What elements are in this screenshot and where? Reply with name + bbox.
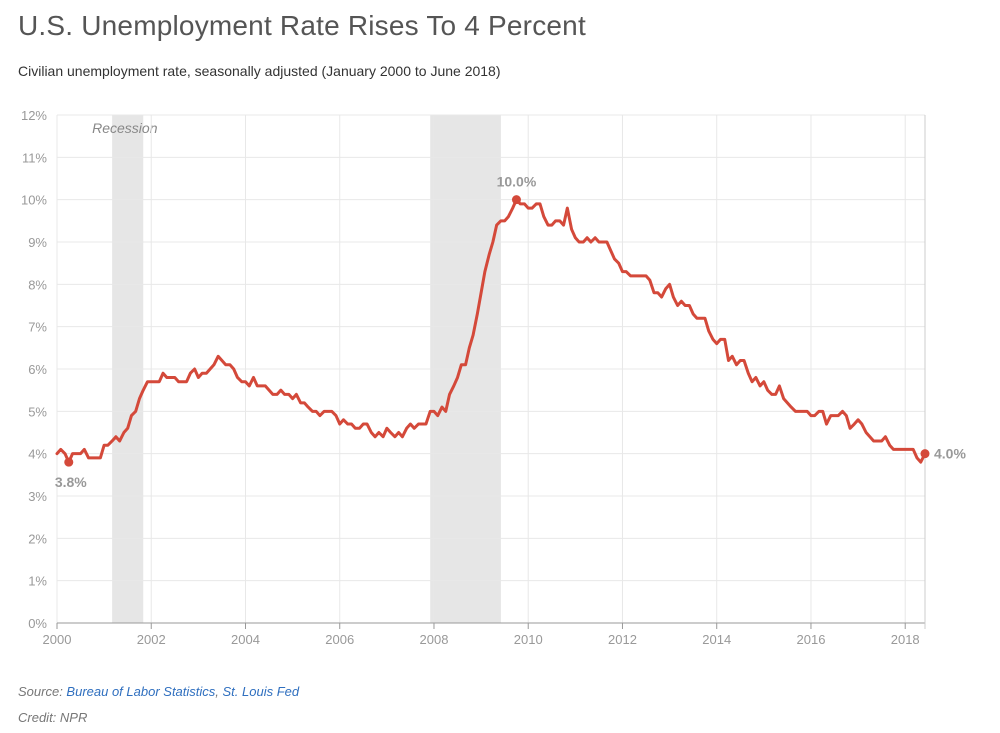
y-tick-label: 2% [28, 531, 47, 546]
credit-note: Credit: NPR [18, 710, 88, 725]
y-tick-label: 4% [28, 447, 47, 462]
series-layer [55, 198, 927, 464]
x-tick-label: 2006 [325, 632, 354, 647]
y-tick-label: 6% [28, 362, 47, 377]
chart-subtitle: Civilian unemployment rate, seasonally a… [18, 63, 501, 79]
y-tick-label: 5% [28, 404, 47, 419]
y-tick-label: 8% [28, 277, 47, 292]
source-note: Source: Bureau of Labor Statistics, St. … [18, 684, 299, 699]
y-tick-label: 1% [28, 574, 47, 589]
annotation-label: 3.8% [55, 474, 87, 490]
x-tick-label: 2018 [891, 632, 920, 647]
annotations: 3.8% 10.0% 4.0% [55, 174, 967, 490]
source-link-fred[interactable]: St. Louis Fed [222, 684, 300, 699]
y-tick-label: 7% [28, 320, 47, 335]
annotation-label: 10.0% [497, 174, 537, 190]
unemployment-line-chart: Recession 0% 1% 2% 3% 4% 5% 6% 7% 8% 9% 10% 11% 12% 2… [21, 108, 967, 647]
y-tick-label: 0% [28, 616, 47, 631]
x-tick-label: 2012 [608, 632, 637, 647]
annotation-point [64, 457, 74, 467]
recession-label: Recession [92, 120, 158, 136]
x-tick-label: 2000 [43, 632, 72, 647]
y-tick-label: 11% [22, 150, 47, 165]
source-separator: , [215, 684, 223, 699]
annotation-point [920, 449, 930, 459]
annotation-point [511, 195, 521, 205]
chart-title: U.S. Unemployment Rate Rises To 4 Percen… [18, 10, 586, 41]
annotation-label: 4.0% [934, 446, 966, 462]
x-tick-label: 2010 [514, 632, 543, 647]
unemployment-rate-line [55, 198, 927, 464]
y-tick-label: 3% [28, 489, 47, 504]
axes: 0% 1% 2% 3% 4% 5% 6% 7% 8% 9% 10% 11% 12% 2000 2002 200… [21, 108, 926, 647]
x-tick-label: 2002 [137, 632, 166, 647]
x-tick-label: 2008 [420, 632, 449, 647]
x-tick-label: 2004 [231, 632, 260, 647]
source-prefix: Source: [18, 684, 67, 699]
y-tick-label: 10% [21, 193, 47, 208]
y-tick-label: 9% [28, 235, 47, 250]
source-link-bls[interactable]: Bureau of Labor Statistics [66, 684, 216, 699]
x-tick-label: 2016 [797, 632, 826, 647]
y-tick-label: 12% [21, 108, 47, 123]
x-tick-label: 2014 [702, 632, 731, 647]
